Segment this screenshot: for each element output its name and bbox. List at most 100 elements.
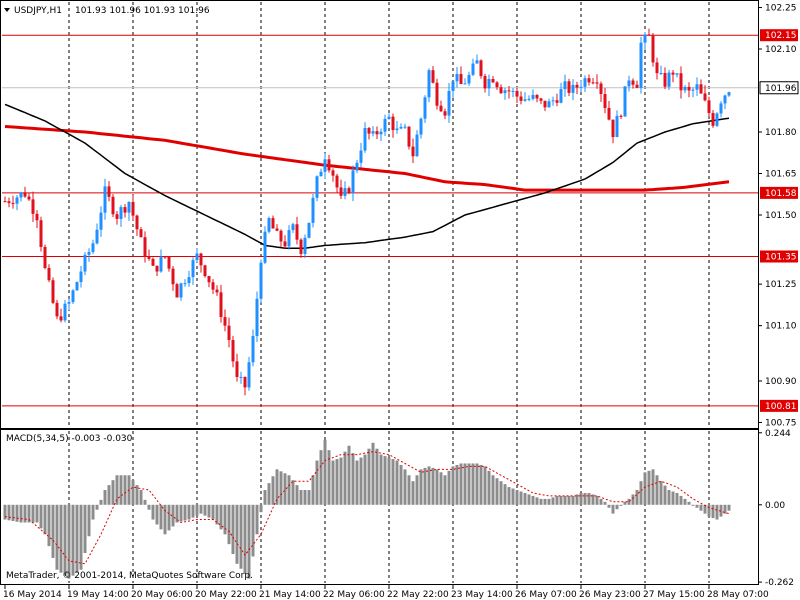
candle-body (603, 94, 607, 108)
macd-bar (687, 501, 691, 505)
macd-bar (123, 475, 127, 505)
candle-body (51, 280, 55, 303)
candle-body (547, 101, 551, 108)
time-label: 26 May 23:00 (579, 590, 641, 600)
candle-body (335, 175, 339, 188)
macd-bar (279, 471, 283, 505)
macd-bar (551, 497, 555, 505)
macd-bar (431, 467, 435, 505)
macd-bar (147, 504, 151, 510)
candle-body (479, 60, 483, 77)
candle-body (511, 90, 515, 92)
macd-bar (315, 460, 319, 505)
macd-bar (443, 475, 447, 505)
candle-body (303, 237, 307, 254)
candle-body (215, 289, 219, 293)
candle-body (655, 62, 659, 74)
price-tick-label: 100.75 (765, 418, 797, 428)
candle-body (355, 162, 359, 171)
macd-bar (135, 485, 139, 505)
macd-bar (599, 498, 603, 505)
macd-bar (183, 504, 187, 521)
macd-bar (683, 498, 687, 505)
candle-body (551, 100, 555, 102)
candle-body (675, 73, 679, 75)
macd-bar (475, 463, 479, 505)
macd-bar (179, 504, 183, 522)
candle-body (175, 284, 179, 298)
candle-body (211, 282, 215, 290)
macd-bar (59, 504, 63, 573)
macd-bar (723, 504, 727, 514)
macd-bar (451, 466, 455, 505)
candle-body (667, 72, 671, 87)
macd-bar (367, 448, 371, 505)
candle-body (199, 253, 203, 266)
macd-bar (699, 504, 703, 511)
candle-body (291, 224, 295, 231)
macd-bar (435, 469, 439, 505)
candle-body (467, 74, 471, 84)
candle-body (395, 128, 399, 131)
price-tick-label: 102.25 (765, 4, 797, 14)
candle-body (235, 361, 239, 378)
macd-bar (43, 504, 47, 535)
candle-body (571, 84, 575, 93)
candle-body (315, 176, 319, 198)
candle-body (563, 81, 567, 90)
macd-bar (275, 469, 279, 505)
candle-body (463, 83, 467, 85)
copyright-text: MetaTrader, © 2001-2014, MetaQuotes Soft… (6, 571, 253, 581)
candle-body (179, 283, 183, 298)
macd-bar (403, 469, 407, 505)
macd-bar (519, 491, 523, 505)
candle-body (691, 89, 695, 91)
macd-bar (671, 491, 675, 505)
chart-menu-triangle-icon[interactable] (4, 8, 10, 12)
candle-body (155, 265, 159, 272)
macd-bar (35, 504, 39, 523)
moving-averages (4, 103, 730, 249)
candle-body (671, 72, 675, 75)
macd-bar (219, 504, 223, 530)
macd-bar (695, 504, 699, 508)
candle-body (163, 256, 167, 258)
macd-bar (211, 504, 215, 520)
macd-bar (455, 464, 459, 505)
candle-body (323, 159, 327, 172)
macd-title: MACD(5,34,5) -0.003 -0.030 (6, 434, 133, 444)
candle-body (443, 111, 447, 116)
candle-body (427, 70, 431, 98)
macd-bar (703, 504, 707, 514)
candle-body (115, 214, 119, 219)
macd-bar (23, 504, 27, 523)
macd-bar (227, 504, 231, 545)
macd-bar (607, 504, 611, 508)
candle-body (627, 80, 631, 87)
macd-bar (603, 501, 607, 505)
macd-signal-line (4, 451, 730, 565)
macd-bar (51, 504, 55, 558)
level-label: 100.81 (765, 402, 797, 412)
macd-bar (223, 504, 227, 535)
candle-body (203, 265, 207, 277)
macd-bar (647, 470, 651, 505)
candle-body (431, 70, 435, 83)
macd-bar (287, 475, 291, 505)
candle-body (339, 187, 343, 196)
candle-body (347, 188, 351, 194)
level-label: 101.35 (765, 252, 797, 262)
candle-body (231, 340, 235, 362)
macd-bar (199, 504, 203, 514)
macd-bar (463, 463, 467, 505)
price-tick-label: 100.90 (765, 377, 797, 387)
macd-bar (567, 495, 571, 505)
candlestick-series (3, 28, 731, 396)
macd-bar (111, 480, 115, 505)
price-tick-label: 101.65 (765, 170, 797, 180)
macd-bar (555, 495, 559, 505)
candle-body (359, 150, 363, 163)
time-label: 20 May 06:00 (131, 590, 193, 600)
candle-body (383, 118, 387, 132)
